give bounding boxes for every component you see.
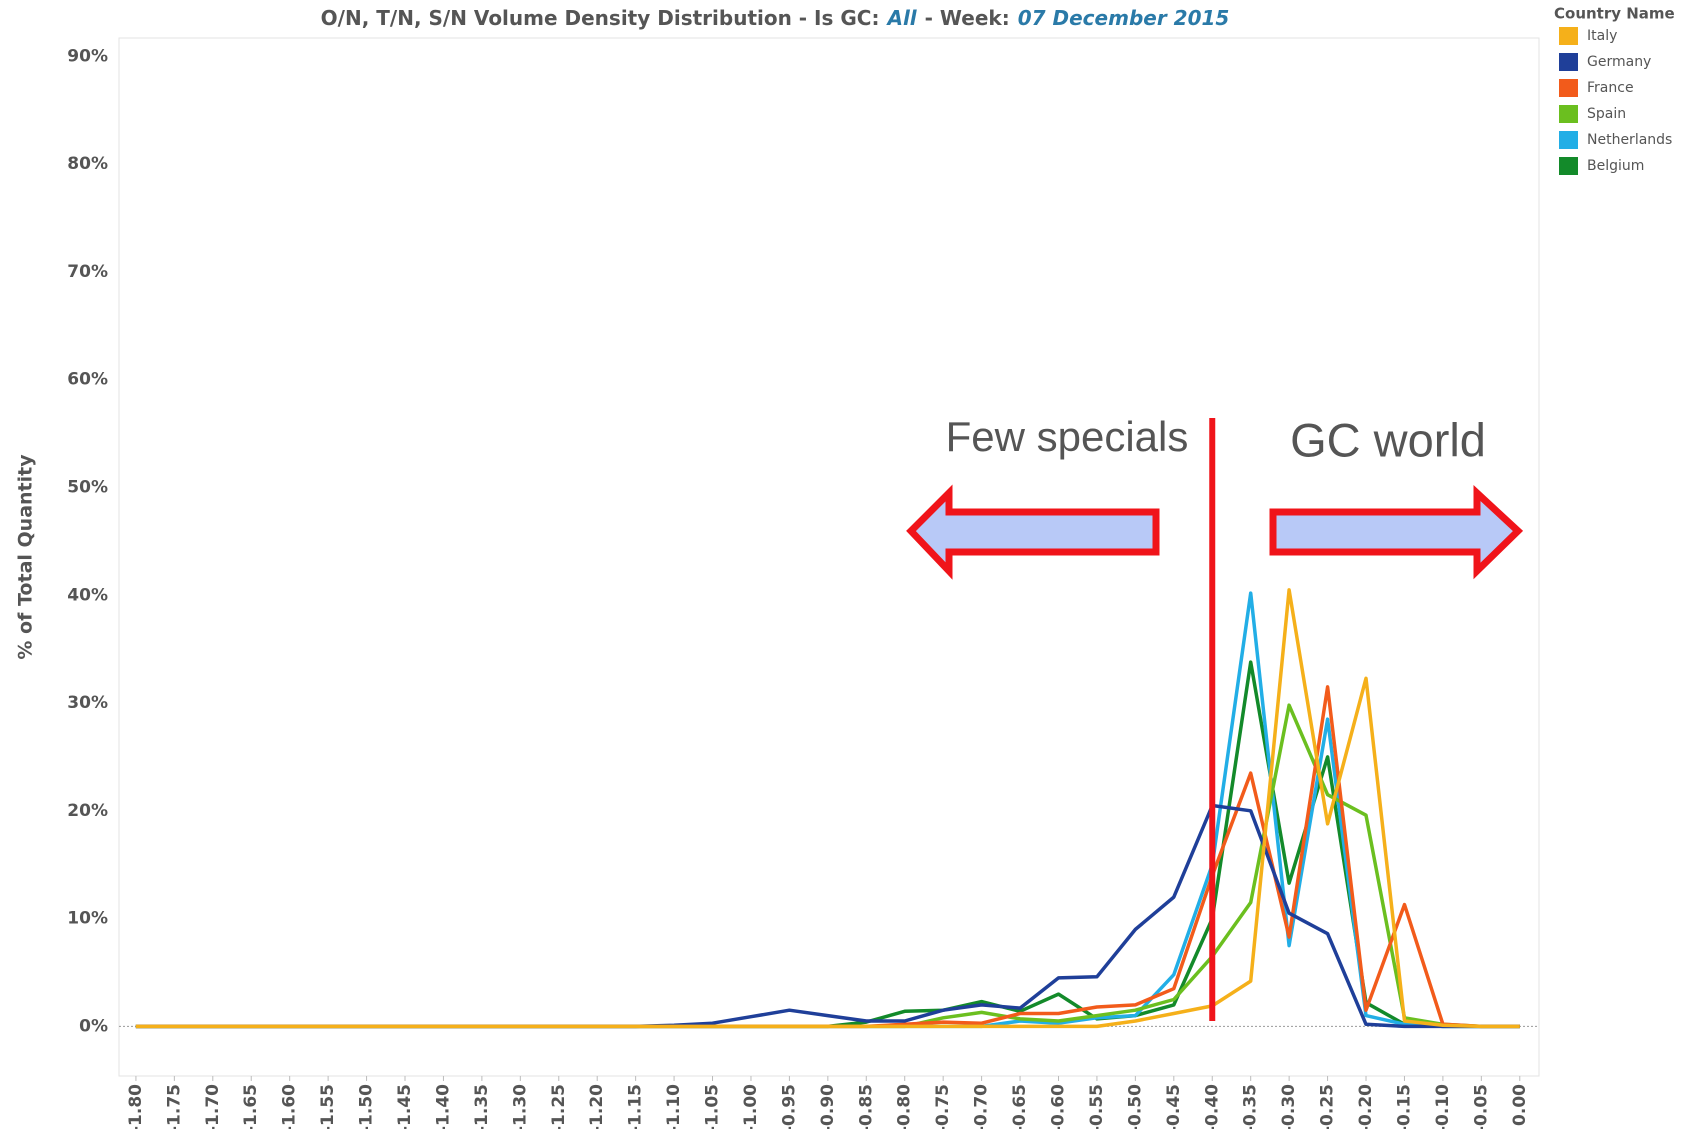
- series-line: [135, 588, 1520, 1029]
- y-tick-label: 70%: [67, 262, 108, 282]
- legend-title: Country Name: [1554, 5, 1675, 23]
- annotation: Few specials: [946, 413, 1189, 460]
- y-tick-label: 0%: [79, 1016, 108, 1036]
- x-tick-label: -0.90: [818, 1084, 838, 1129]
- x-tick-label: -0.65: [1010, 1084, 1030, 1129]
- legend-swatch: [1559, 53, 1578, 71]
- x-tick-label: -0.60: [1048, 1084, 1068, 1129]
- legend-swatch: [1559, 131, 1578, 149]
- x-tick-label: -0.70: [972, 1084, 992, 1129]
- x-tick-label: -0.85: [856, 1084, 876, 1129]
- x-tick-label: -1.55: [318, 1084, 338, 1129]
- x-tick-label: -0.30: [1279, 1084, 1299, 1129]
- x-tick-label: -1.65: [241, 1084, 261, 1129]
- x-tick-label: -0.40: [1202, 1084, 1222, 1129]
- x-tick-label: -1.35: [472, 1084, 492, 1129]
- week-label: - Week:: [925, 6, 1010, 30]
- legend-swatch: [1559, 79, 1578, 97]
- x-tick-label: -1.75: [164, 1084, 184, 1129]
- x-tick-label: -1.15: [626, 1084, 646, 1129]
- x-tick-label: -1.30: [510, 1084, 530, 1129]
- legend-label: Netherlands: [1587, 132, 1672, 148]
- x-tick-label: -1.10: [664, 1084, 684, 1129]
- x-tick-label: -1.50: [357, 1084, 377, 1129]
- y-tick-label: 10%: [67, 909, 108, 929]
- x-tick-label: -0.05: [1471, 1084, 1491, 1129]
- x-tick-label: -1.05: [703, 1084, 723, 1129]
- x-tick-label: -1.25: [549, 1084, 569, 1129]
- x-tick-label: -1.70: [203, 1084, 223, 1129]
- x-tick-label: -1.40: [433, 1084, 453, 1129]
- series-line: [135, 803, 1520, 1029]
- y-tick-label: 50%: [67, 477, 108, 497]
- x-tick-label: -0.55: [1087, 1084, 1107, 1129]
- x-tick-label: -0.10: [1433, 1084, 1453, 1129]
- x-tick-label: -0.80: [895, 1084, 915, 1129]
- x-tick-label: -0.75: [933, 1084, 953, 1129]
- marks: [119, 588, 1539, 1029]
- y-tick-label: 90%: [67, 46, 108, 66]
- x-tick-label: -0.15: [1394, 1084, 1414, 1129]
- legend-swatch: [1559, 157, 1578, 175]
- series-line: [135, 703, 1520, 1029]
- gc-filter: All: [885, 6, 917, 30]
- y-tick-label: 20%: [67, 801, 108, 821]
- x-tick-label: 0.00: [1510, 1084, 1530, 1126]
- x-tick-label: -1.00: [741, 1084, 761, 1129]
- x-tick-label: -1.45: [395, 1084, 415, 1129]
- legend-swatch: [1559, 105, 1578, 123]
- legend-label: Italy: [1587, 28, 1617, 44]
- legend-swatch: [1559, 27, 1578, 45]
- legend-label: Belgium: [1587, 158, 1644, 174]
- x-tick-label: -0.45: [1164, 1084, 1184, 1129]
- right-arrow: [1269, 484, 1524, 580]
- annotation: GC world: [1290, 413, 1486, 466]
- legend-label: Germany: [1587, 54, 1651, 70]
- x-tick-label: -0.50: [1125, 1084, 1145, 1129]
- legend-label: Spain: [1587, 106, 1626, 122]
- legend-label: France: [1587, 80, 1634, 96]
- y-tick-label: 30%: [67, 693, 108, 713]
- x-tick-label: -0.20: [1356, 1084, 1376, 1129]
- y-tick-label: 60%: [67, 370, 108, 390]
- x-tick-label: -0.35: [1241, 1084, 1261, 1129]
- y-tick-label: 80%: [67, 154, 108, 174]
- series-line: [135, 660, 1520, 1029]
- y-tick-label: 40%: [67, 585, 108, 605]
- title-main: O/N, T/N, S/N Volume Density Distributio…: [321, 6, 880, 30]
- x-tick-label: -1.20: [587, 1084, 607, 1129]
- x-tick-label: -1.60: [280, 1084, 300, 1129]
- week: 07 December 2015: [1018, 6, 1230, 30]
- series-line: [135, 591, 1520, 1029]
- left-arrow: [906, 484, 1160, 580]
- y-axis-label: % of Total Quantity: [15, 454, 37, 660]
- x-tick-label: -0.25: [1318, 1084, 1338, 1129]
- x-tick-label: -0.95: [779, 1084, 799, 1129]
- chart-title: O/N, T/N, S/N Volume Density Distributio…: [321, 6, 1230, 30]
- plot-border: [118, 37, 1540, 1077]
- x-tick-label: -1.80: [126, 1084, 146, 1129]
